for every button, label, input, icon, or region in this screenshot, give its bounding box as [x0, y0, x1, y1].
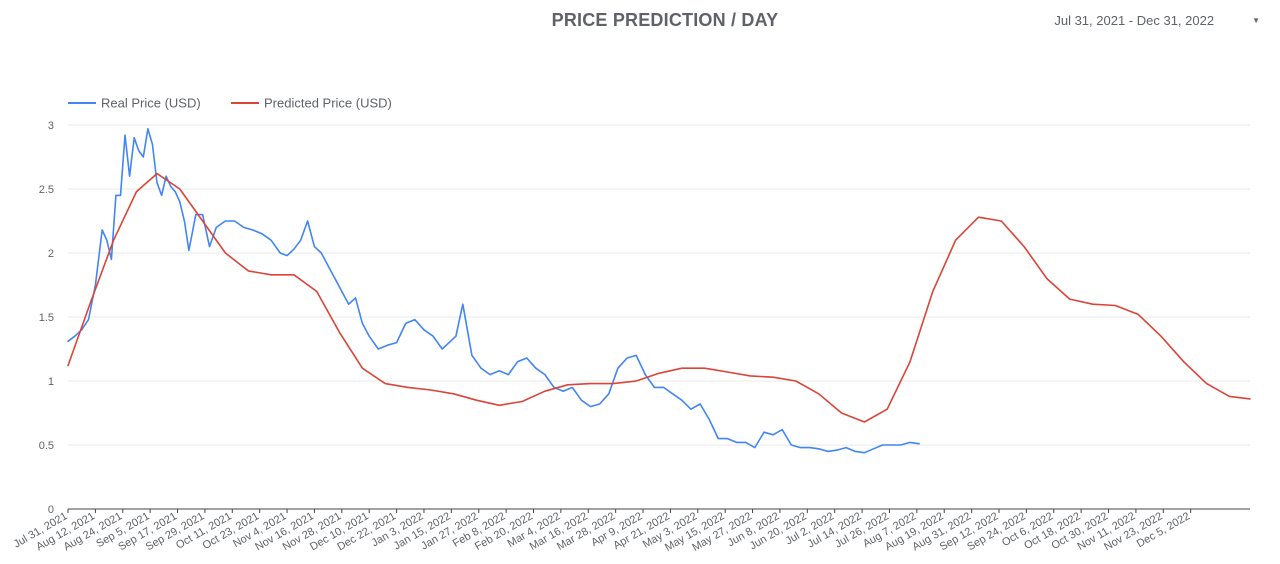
y-tick-label: 0: [48, 504, 54, 516]
y-axis: 0 0.5 1 1.5 2 2.5 3: [39, 120, 54, 516]
chart-title: PRICE PREDICTION / DAY: [551, 10, 779, 30]
real-price-line: [67, 128, 920, 454]
gridlines: [68, 124, 1250, 510]
legend[interactable]: Real Price (USD) Predicted Price (USD): [68, 96, 392, 111]
legend-label-predicted: Predicted Price (USD): [264, 96, 392, 111]
series-lines: [67, 128, 1251, 454]
caret-down-icon: ▼: [1252, 16, 1260, 25]
y-tick-label: 2.5: [39, 184, 54, 196]
y-tick-label: 0.5: [39, 440, 54, 452]
y-tick-label: 3: [48, 120, 54, 132]
date-range-text: Jul 31, 2021 - Dec 31, 2022: [1054, 13, 1215, 28]
predicted-price-line: [67, 172, 1251, 423]
legend-label-real: Real Price (USD): [101, 96, 201, 111]
y-tick-label: 1.5: [39, 312, 54, 324]
date-range-selector[interactable]: Jul 31, 2021 - Dec 31, 2022 ▼: [1054, 13, 1260, 28]
y-tick-label: 2: [48, 248, 54, 260]
y-tick-label: 1: [48, 376, 54, 388]
